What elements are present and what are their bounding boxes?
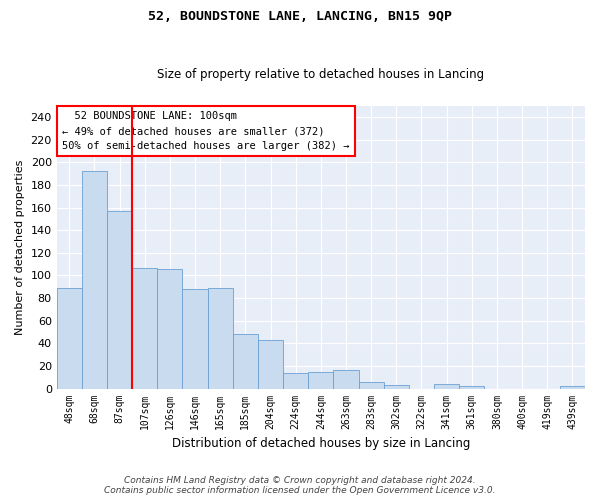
Bar bbox=[283, 372, 308, 388]
Bar bbox=[384, 385, 409, 388]
X-axis label: Distribution of detached houses by size in Lancing: Distribution of detached houses by size … bbox=[172, 437, 470, 450]
Bar bbox=[359, 382, 384, 388]
Y-axis label: Number of detached properties: Number of detached properties bbox=[15, 160, 25, 335]
Text: 52, BOUNDSTONE LANE, LANCING, BN15 9QP: 52, BOUNDSTONE LANE, LANCING, BN15 9QP bbox=[148, 10, 452, 23]
Bar bbox=[459, 386, 484, 388]
Bar bbox=[233, 334, 258, 388]
Bar bbox=[560, 386, 585, 388]
Bar bbox=[334, 370, 359, 388]
Bar bbox=[182, 289, 208, 388]
Bar bbox=[308, 372, 334, 388]
Text: 52 BOUNDSTONE LANE: 100sqm
← 49% of detached houses are smaller (372)
50% of sem: 52 BOUNDSTONE LANE: 100sqm ← 49% of deta… bbox=[62, 112, 349, 151]
Title: Size of property relative to detached houses in Lancing: Size of property relative to detached ho… bbox=[157, 68, 484, 81]
Bar bbox=[434, 384, 459, 388]
Bar bbox=[157, 268, 182, 388]
Bar bbox=[132, 268, 157, 388]
Bar bbox=[56, 288, 82, 388]
Bar bbox=[82, 172, 107, 388]
Bar bbox=[208, 288, 233, 388]
Text: Contains HM Land Registry data © Crown copyright and database right 2024.
Contai: Contains HM Land Registry data © Crown c… bbox=[104, 476, 496, 495]
Bar bbox=[107, 211, 132, 388]
Bar bbox=[258, 340, 283, 388]
